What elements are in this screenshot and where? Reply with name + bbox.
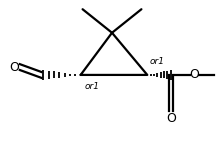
Text: or1: or1	[84, 82, 99, 91]
Text: O: O	[190, 68, 199, 81]
Text: O: O	[9, 61, 19, 74]
Text: O: O	[166, 112, 176, 125]
Text: or1: or1	[149, 57, 164, 66]
